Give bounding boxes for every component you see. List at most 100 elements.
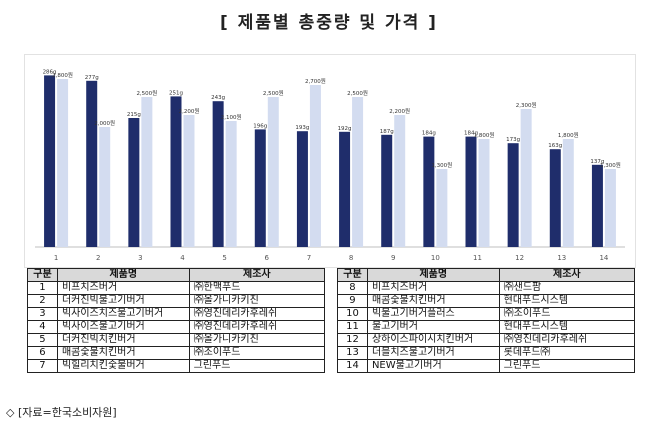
price-data-label: 2,200원	[179, 107, 200, 115]
row-number: 1	[27, 281, 58, 295]
header-product-name: 제품명	[366, 268, 500, 282]
product-name: 더블치즈불고기버거	[366, 346, 500, 360]
weight-bar	[296, 131, 308, 247]
weight-data-label: 137g	[590, 159, 604, 165]
row-number: 14	[337, 359, 368, 373]
row-number: 5	[27, 333, 58, 347]
price-data-label: 1,800원	[474, 131, 495, 139]
x-tick-label: 11	[473, 254, 482, 262]
chart-title: [ 제품별 총중량 및 가격 ]	[220, 13, 438, 33]
header-manufacturer: 제조사	[188, 268, 326, 282]
manufacturer: ㈜조이푸드	[498, 307, 636, 321]
row-number: 2	[27, 294, 58, 308]
weight-bar	[591, 164, 603, 247]
weight-data-label: 184g	[464, 131, 478, 137]
price-data-label: 1,800원	[558, 131, 579, 139]
table-header-row: 구분 제품명 제조사	[337, 268, 636, 282]
price-data-label: 2,700원	[305, 77, 326, 85]
weight-bar	[381, 134, 393, 247]
manufacturer: 롯데푸드㈜	[498, 346, 636, 360]
table-row: 9 매콤숯불치킨버거 현대푸드시스템	[337, 294, 636, 308]
row-number: 7	[27, 359, 58, 373]
manufacturer: ㈜올가니카키친	[188, 333, 326, 347]
price-data-label: 1,300원	[600, 161, 621, 169]
weight-data-label: 196g	[253, 123, 267, 129]
product-name: 불고기버거	[366, 320, 500, 334]
table-row: 14 NEW불고기버거 그린푸드	[337, 359, 636, 373]
row-number: 4	[27, 320, 58, 334]
header-category: 구분	[27, 268, 58, 282]
price-bar	[520, 109, 532, 247]
weight-bar	[86, 80, 98, 247]
price-bar	[183, 115, 195, 247]
product-name: 상하이스파이시치킨버거	[366, 333, 500, 347]
x-tick-label: 9	[391, 254, 395, 262]
row-number: 3	[27, 307, 58, 321]
weight-data-label: 192g	[338, 126, 352, 132]
manufacturer: ㈜영진데리카후레쉬	[188, 307, 326, 321]
row-number: 11	[337, 320, 368, 334]
x-tick-label: 12	[515, 254, 524, 262]
product-name: 매콤숯불치킨버거	[56, 346, 190, 360]
weight-data-label: 243g	[211, 95, 225, 101]
price-data-label: 2,000원	[94, 119, 115, 127]
price-data-label: 2,500원	[263, 89, 284, 97]
price-bar	[309, 85, 321, 247]
product-name: 더커진빅치킨버거	[56, 333, 190, 347]
price-data-label: 2,200원	[389, 107, 410, 115]
price-data-label: 2,800원	[52, 71, 73, 79]
x-tick-label: 2	[96, 254, 100, 262]
x-tick-label: 13	[557, 254, 566, 262]
weight-bar	[507, 143, 519, 247]
manufacturer: 현대푸드시스템	[498, 320, 636, 334]
manufacturer: ㈜영진데리카후레쉬	[498, 333, 636, 347]
price-data-label: 1,300원	[431, 161, 452, 169]
weight-bar	[44, 75, 56, 248]
product-name: 더커진빅불고기버거	[56, 294, 190, 308]
bar-chart: 286g 2,800원 1 277g 2,000원 2 215g 2,500원 3 251g 2,2…	[24, 54, 636, 268]
table-row: 4 빅사이즈불고기버거 ㈜영진데리카후레쉬	[27, 320, 326, 334]
weight-data-label: 251g	[169, 90, 183, 96]
row-number: 12	[337, 333, 368, 347]
weight-data-label: 173g	[506, 137, 520, 143]
row-number: 6	[27, 346, 58, 360]
product-name: 빅힐리치킨숯불버거	[56, 359, 190, 373]
x-tick-label: 5	[222, 254, 226, 262]
table-row: 2 더커진빅불고기버거 ㈜올가니카키친	[27, 294, 326, 308]
table-header-row: 구분 제품명 제조사	[27, 268, 326, 282]
weight-bar	[465, 136, 477, 247]
manufacturer: 현대푸드시스템	[498, 294, 636, 308]
weight-bar	[254, 129, 266, 247]
price-bar	[99, 127, 111, 247]
table-row: 8 비프치즈버거 ㈜샌드팜	[337, 281, 636, 295]
x-tick-label: 6	[265, 254, 270, 262]
source-note: ◇ [자료=한국소비자원]	[6, 406, 117, 419]
product-name: 빅사이즈불고기버거	[56, 320, 190, 334]
manufacturer: ㈜한맥푸드	[188, 281, 326, 295]
price-data-label: 2,100원	[221, 113, 242, 121]
table-row: 1 비프치즈버거 ㈜한맥푸드	[27, 281, 326, 295]
manufacturer: 그린푸드	[498, 359, 636, 373]
table-row: 11 불고기버거 현대푸드시스템	[337, 320, 636, 334]
weight-bar	[423, 136, 435, 247]
price-data-label: 2,500원	[136, 89, 157, 97]
row-number: 13	[337, 346, 368, 360]
product-name: 매콤숯불치킨버거	[366, 294, 500, 308]
weight-data-label: 277g	[85, 75, 99, 81]
header-category: 구분	[337, 268, 368, 282]
price-bar	[225, 121, 237, 247]
product-name: 비프치즈버거	[366, 281, 500, 295]
x-tick-label: 14	[599, 254, 608, 262]
price-bar	[57, 79, 69, 247]
table-row: 3 빅사이즈치즈불고기버거 ㈜영진데리카후레쉬	[27, 307, 326, 321]
price-bar	[478, 139, 490, 247]
weight-data-label: 187g	[380, 129, 394, 135]
price-bar	[604, 169, 616, 247]
weight-bar	[549, 149, 561, 247]
weight-bar	[339, 131, 351, 247]
price-bar	[267, 97, 279, 247]
row-number: 8	[337, 281, 368, 295]
manufacturer: ㈜올가니카키친	[188, 294, 326, 308]
price-bar	[394, 115, 406, 247]
table-row: 7 빅힐리치킨숯불버거 그린푸드	[27, 359, 326, 373]
